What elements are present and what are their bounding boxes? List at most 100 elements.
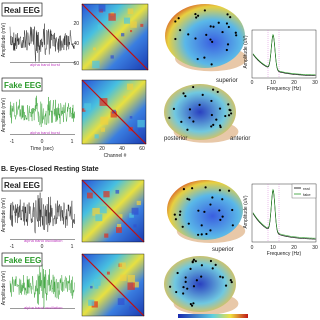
electrode [184,276,187,279]
tick-label: 20 [73,21,79,27]
electrode [211,267,214,270]
electrode [184,280,187,283]
matrix-block [91,301,98,308]
matrix-block [117,298,125,305]
scalp-map [167,180,243,240]
burst-label: alpha band burst [30,62,61,67]
electrode [190,304,194,307]
electrode [219,125,222,129]
electrode [189,302,192,306]
electrode [205,232,208,236]
electrode [209,259,213,263]
spectrum-frame [251,183,317,243]
electrode [227,103,230,106]
electrode [203,9,206,12]
electrode [187,222,190,225]
electrode [212,25,215,28]
direction-label: superior [212,247,234,253]
electrode [210,113,213,117]
electrode [195,279,198,282]
tick-label: -1 [10,244,15,250]
tick-label: 20 [99,146,105,152]
scalp-map [165,4,245,68]
electrode [169,285,172,288]
matrix-block [131,207,139,215]
tick-label: 20 [291,245,297,251]
electrode [178,28,182,32]
real-label: Real EEG [4,181,40,190]
spectrum-line [252,33,316,76]
eeg-trace [9,95,75,127]
electrode [217,21,220,24]
electrode [176,271,179,275]
eeg-trace [9,23,75,62]
tick-label: 0 [41,244,44,250]
colorbar [178,314,248,318]
label-box [1,2,43,17]
fake-label: Fake EEG [4,256,41,265]
electrode [200,275,203,278]
electrode [177,17,180,20]
matrix-block [92,207,101,216]
tick-label: 30 [312,245,318,251]
matrix-block [129,116,133,119]
label-box [1,252,43,267]
electrode [210,63,213,66]
x-label: Channel # [104,153,127,159]
scalp-map [164,256,236,312]
electrode [214,263,217,266]
matrix-block [127,83,134,90]
direction-label: anterior [230,136,250,142]
electrode [186,197,189,200]
electrode [168,116,171,119]
burst-label: alpha band burst [30,130,61,135]
burst-label: alpha band oscillation [24,305,62,310]
legend-entry: fake [303,192,311,197]
electrode [225,22,229,25]
electrode [227,189,231,192]
electrode [175,290,178,294]
electrode [182,292,185,295]
electrode [172,107,176,110]
electrode [200,264,203,267]
real-label: Real EEG [4,6,40,15]
matrix-block [100,127,105,132]
legend-box [291,183,317,199]
electrode [192,285,196,288]
tick-label: 30 [312,80,318,86]
x-label: Frequency (Hz) [267,251,302,257]
electrode [228,108,231,111]
electrode [218,107,222,110]
electrode [192,258,196,261]
direction-label: posterior [164,136,187,142]
matrix-block [118,214,123,219]
electrode [210,99,213,103]
electrode [174,20,177,23]
electrode [218,209,221,212]
y-label: Amplitude (mV) [1,22,7,57]
tick-label: 1 [71,139,74,145]
legend-entry: real [303,186,310,191]
panels [9,3,317,317]
electrode [189,267,192,270]
matrix-block [129,213,134,218]
tick-label: 0 [251,245,254,251]
label-box [1,77,43,92]
label-box [1,177,43,192]
electrode [216,90,219,94]
electrode [215,118,218,121]
matrix-block [90,285,93,289]
matrix-block [127,274,135,283]
matrix-block [130,21,137,28]
tick-label: 40 [119,146,125,152]
y-label: Amplitude (mV) [1,270,7,305]
tick-label: 0 [41,139,44,145]
tick-label: 10 [270,245,276,251]
matrix-block [103,191,110,198]
matrix-block [94,134,99,139]
electrode [173,213,176,216]
spectrum-frame [251,29,317,79]
electrode [192,85,195,89]
